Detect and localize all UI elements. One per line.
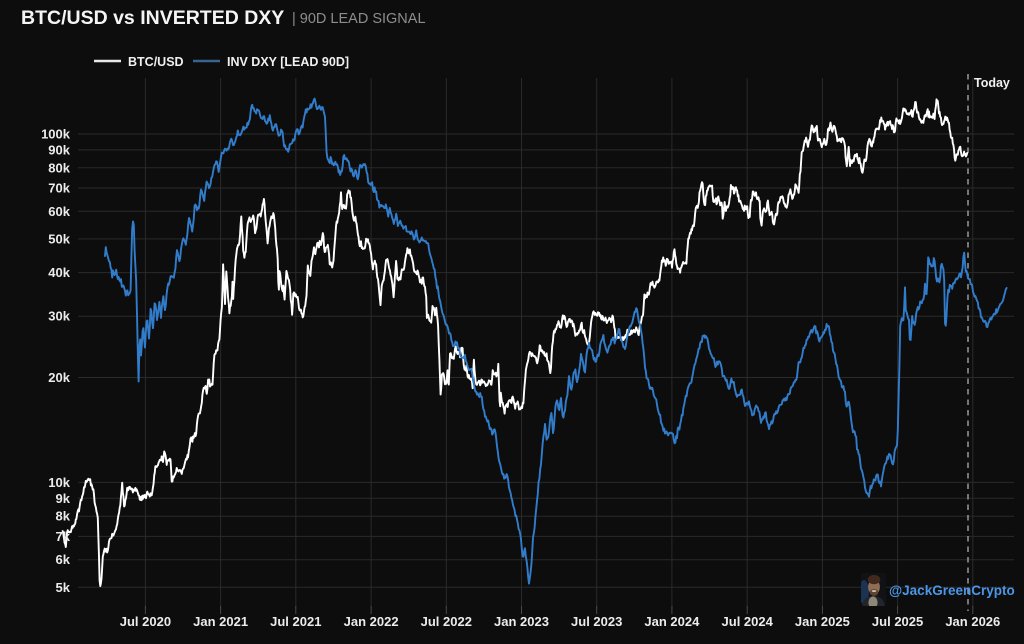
svg-text:10k: 10k — [48, 475, 70, 490]
svg-text:7k: 7k — [56, 529, 71, 544]
svg-text:BTC/USD: BTC/USD — [128, 55, 184, 69]
svg-text:8k: 8k — [56, 509, 71, 524]
svg-text:40k: 40k — [48, 265, 70, 280]
svg-text:BTC/USD vs INVERTED DXY: BTC/USD vs INVERTED DXY — [21, 7, 284, 29]
svg-text:Today: Today — [974, 76, 1010, 90]
svg-text:Jan 2024: Jan 2024 — [644, 614, 700, 629]
svg-text:9k: 9k — [56, 491, 71, 506]
svg-text:Jul 2022: Jul 2022 — [421, 614, 472, 629]
svg-text:60k: 60k — [48, 204, 70, 219]
svg-text:Jan 2025: Jan 2025 — [795, 614, 850, 629]
svg-text:20k: 20k — [48, 370, 70, 385]
svg-text:Jan 2026: Jan 2026 — [945, 614, 1000, 629]
svg-text:Jul 2021: Jul 2021 — [270, 614, 321, 629]
svg-text:80k: 80k — [48, 160, 70, 175]
svg-text:@JackGreenCrypto: @JackGreenCrypto — [889, 583, 1015, 598]
svg-text:| 90D LEAD SIGNAL: | 90D LEAD SIGNAL — [292, 11, 426, 27]
svg-text:Jul 2020: Jul 2020 — [120, 614, 171, 629]
svg-text:70k: 70k — [48, 181, 70, 196]
svg-text:90k: 90k — [48, 142, 70, 157]
svg-text:6k: 6k — [56, 552, 71, 567]
svg-text:100k: 100k — [41, 127, 71, 142]
svg-text:Jan 2021: Jan 2021 — [193, 614, 248, 629]
svg-text:5k: 5k — [56, 580, 71, 595]
svg-text:Jul 2023: Jul 2023 — [571, 614, 622, 629]
svg-text:50k: 50k — [48, 231, 70, 246]
svg-text:Jan 2022: Jan 2022 — [344, 614, 399, 629]
svg-text:Jul 2024: Jul 2024 — [722, 614, 774, 629]
svg-text:INV DXY [LEAD 90D]: INV DXY [LEAD 90D] — [227, 55, 349, 69]
svg-text:Jan 2023: Jan 2023 — [494, 614, 549, 629]
svg-text:30k: 30k — [48, 309, 70, 324]
svg-text:Jul 2025: Jul 2025 — [872, 614, 923, 629]
